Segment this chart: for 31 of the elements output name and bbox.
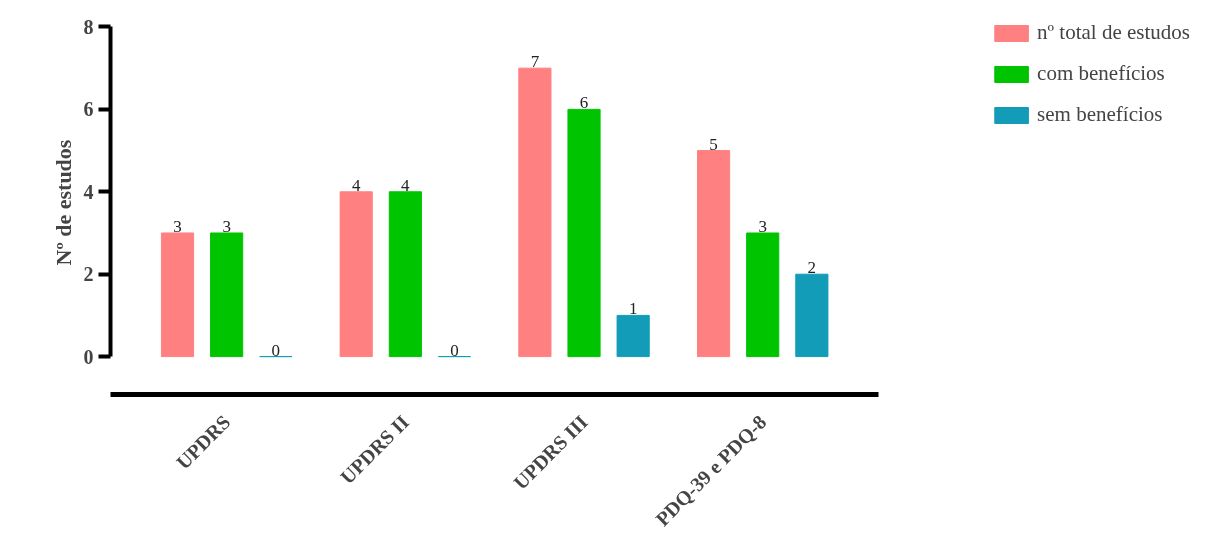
data-label: 3 [173,216,182,236]
bar [746,232,780,358]
data-label: 2 [807,258,817,278]
bar [696,150,731,358]
data-label: 4 [401,175,411,195]
bar [795,273,829,358]
data-label: 3 [758,216,767,236]
legend-label: com benefícios [1037,61,1165,86]
data-label: 0 [271,340,281,360]
bar [567,108,601,358]
y-tick-label: 6 [83,98,94,121]
data-label: 3 [222,216,231,236]
data-label: 6 [579,93,589,113]
bar [160,232,195,358]
bar [210,232,244,358]
bar [339,191,373,358]
y-tick-label: 0 [83,345,94,368]
legend-label: nº total de estudos [1037,20,1190,45]
y-tick-label: 2 [83,263,94,286]
bar [388,191,422,358]
legend-label: sem benefícios [1037,102,1163,127]
data-label: 4 [351,175,361,195]
bar [518,67,552,358]
data-label: 5 [709,134,718,154]
data-label: 7 [530,52,540,72]
bar [616,314,650,358]
data-label: 0 [450,340,459,360]
y-axis-title: Nº de estudos [50,139,76,266]
data-label: 1 [628,299,638,319]
y-tick-label: 8 [83,15,94,38]
y-tick-label: 4 [83,180,94,203]
